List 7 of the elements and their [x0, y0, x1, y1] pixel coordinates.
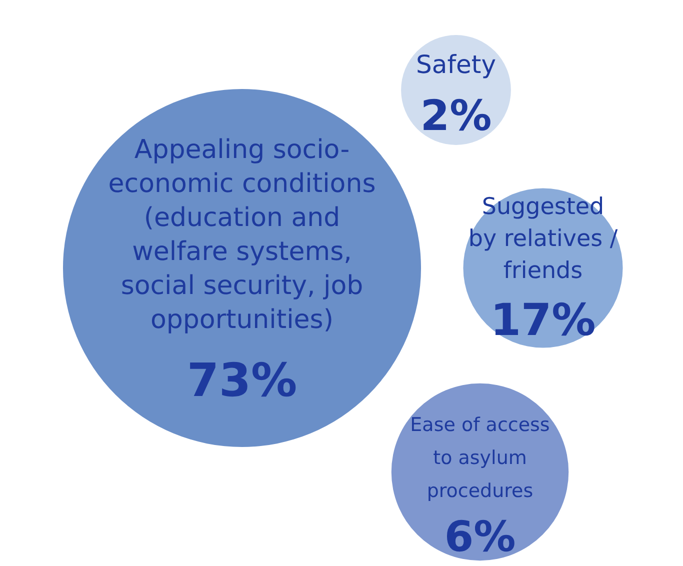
category-label: Ease of access to asylum procedures — [410, 414, 550, 502]
data-label: 6% — [444, 512, 516, 561]
category-label: Safety — [416, 50, 496, 79]
data-label: 73% — [186, 353, 298, 407]
data-label: 2% — [420, 91, 492, 140]
category-label: Appealing socio- economic conditions (education and welfare systems, social security, job opportunities) — [108, 135, 376, 335]
data-label: 17% — [490, 295, 596, 346]
